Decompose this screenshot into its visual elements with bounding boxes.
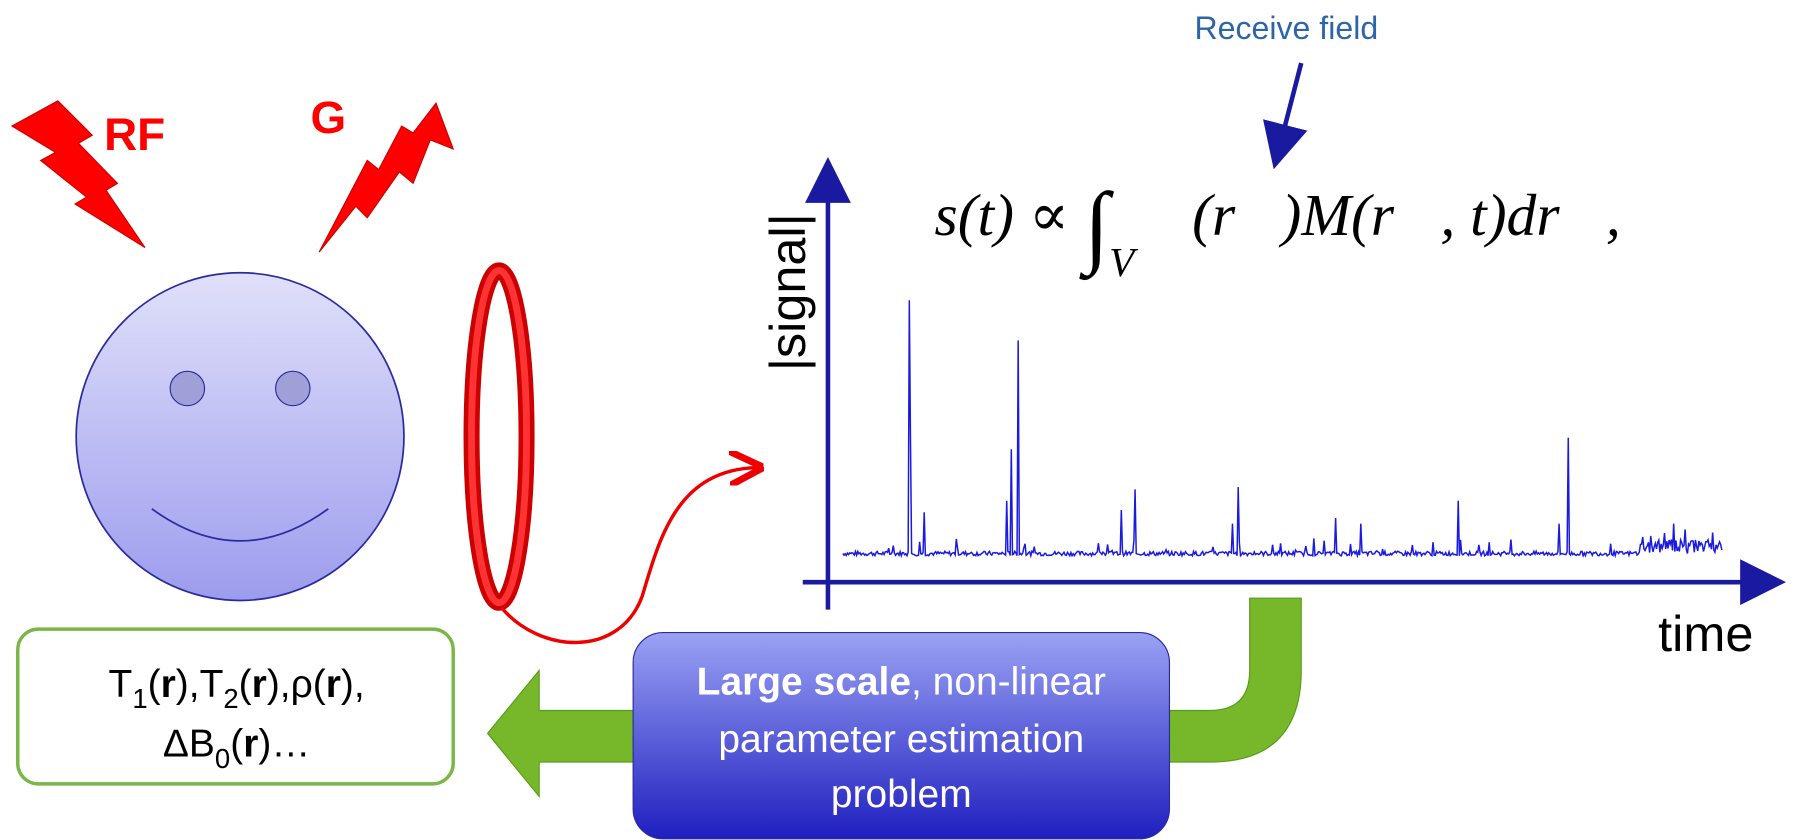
seg: 2 — [223, 683, 238, 714]
rf-label: RF — [104, 109, 165, 160]
gradient-label: G — [310, 92, 346, 143]
eye — [275, 370, 311, 407]
seg: ( — [230, 722, 243, 765]
seg: r — [326, 663, 341, 706]
estimation-text: parameter estimation — [718, 718, 1084, 761]
eye — [169, 370, 206, 407]
rf-bolt — [10, 100, 146, 249]
formula-domain: V — [1109, 239, 1139, 285]
seg: T — [109, 663, 133, 706]
seg: r — [252, 663, 267, 706]
signal-arrow — [500, 468, 757, 645]
seg: 1 — [132, 683, 147, 714]
estimation-text: problem — [831, 773, 972, 816]
estimation-text: Large scale, non-linear — [697, 660, 1106, 703]
formula-rhs: 𝓑(r⃗)M(r⃗, t)dr⃗, — [1146, 182, 1621, 248]
formula-lhs: s(t) ∝ — [935, 182, 1085, 248]
parameter-text: T1(r),T2(r),ρ(r), — [109, 663, 365, 714]
gradient-bolt — [318, 101, 455, 253]
formula: s(t) ∝ ∫V𝓑(r⃗)M(r⃗, t)dr⃗, — [935, 174, 1621, 286]
coil-highlight — [468, 267, 530, 607]
annotation-arrow — [1263, 62, 1308, 170]
seg: ( — [148, 663, 161, 706]
face — [75, 271, 405, 602]
estimation-box — [632, 632, 1171, 840]
seg: 0 — [215, 743, 230, 774]
seg: ),T — [176, 663, 224, 706]
estimation-bold: Large scale — [697, 660, 911, 703]
seg: ΔB — [163, 722, 215, 765]
estimation-rest: , non-linear — [911, 660, 1106, 703]
formula-integral: ∫ — [1079, 174, 1114, 281]
parameter-box — [16, 627, 455, 786]
signal-trace — [842, 300, 1723, 559]
y-axis-label: |signal| — [759, 213, 816, 371]
smile — [151, 508, 329, 542]
seg: ),ρ( — [267, 663, 326, 706]
seg: ( — [239, 663, 252, 706]
seg: ), — [341, 663, 365, 706]
annotation: Receive field — [1195, 10, 1379, 46]
parameter-text: ΔB0(r)… — [163, 722, 310, 773]
seg: r — [243, 722, 258, 765]
seg: )… — [258, 722, 310, 765]
x-axis-label: time — [1658, 605, 1753, 662]
seg: r — [161, 663, 176, 706]
